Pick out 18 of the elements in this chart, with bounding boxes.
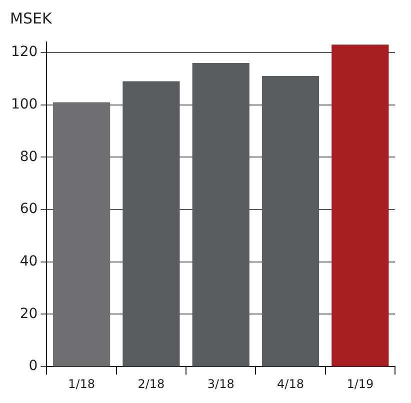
y-tick-label: 120	[10, 44, 38, 60]
x-tick-label: 2/18	[138, 376, 165, 391]
bar	[332, 44, 389, 366]
x-tick-label: 4/18	[277, 376, 304, 391]
y-axis-title: MSEK	[10, 9, 53, 28]
x-tick-label: 1/19	[346, 376, 374, 391]
bar	[122, 81, 180, 366]
y-tick-label: 0	[28, 358, 38, 374]
bar	[52, 102, 110, 366]
x-tick-label: 3/18	[207, 376, 234, 391]
bar	[192, 62, 250, 366]
y-tick-label: 100	[10, 96, 38, 112]
x-tick-label: 1/18	[68, 376, 96, 391]
y-tick-label: 40	[20, 254, 38, 270]
y-tick-label: 20	[20, 306, 38, 322]
bar	[262, 76, 320, 366]
y-tick-label: 60	[20, 201, 38, 218]
y-tick-label: 80	[20, 148, 38, 165]
